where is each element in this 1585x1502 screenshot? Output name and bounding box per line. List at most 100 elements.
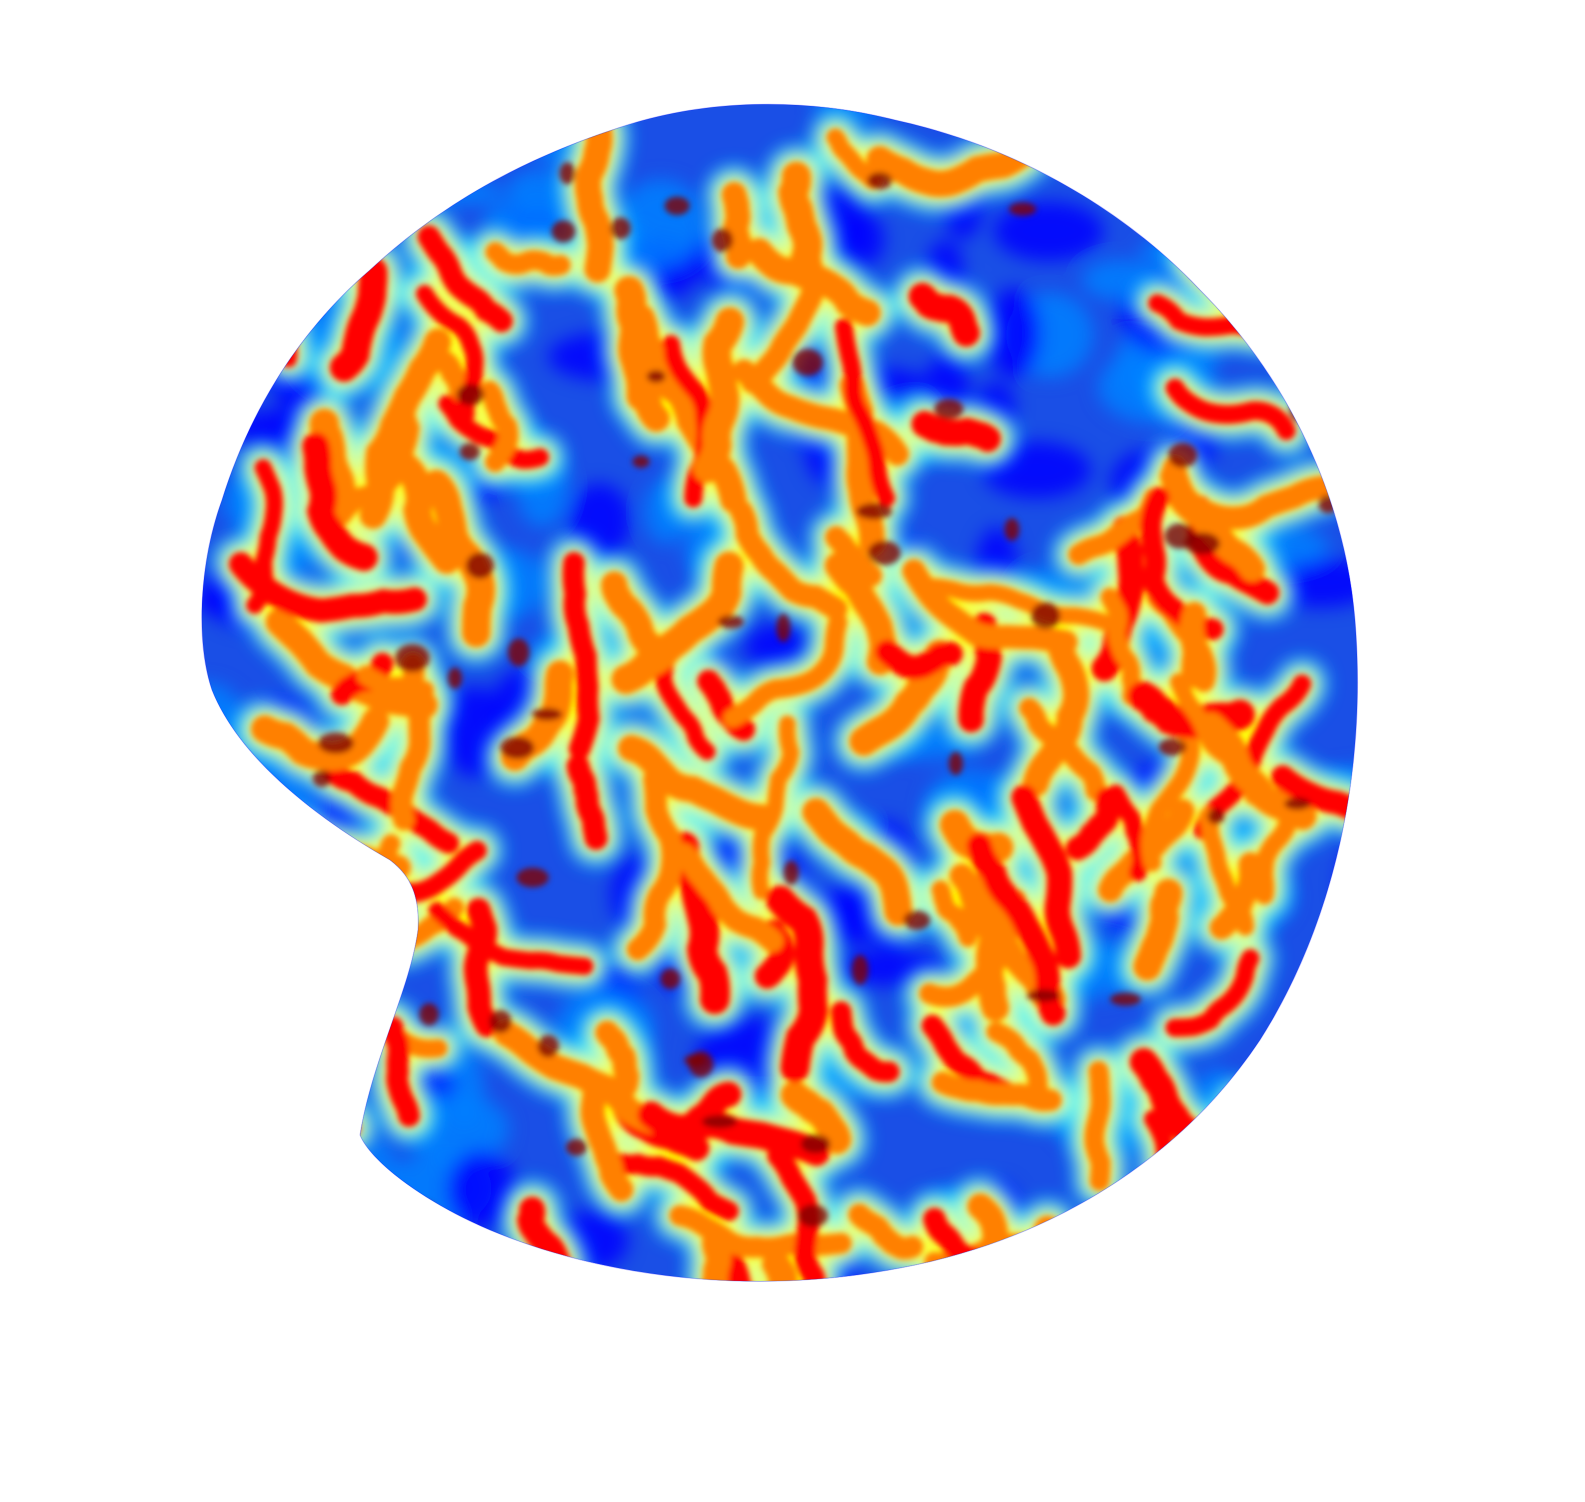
stripe-warm <box>1085 128 1179 205</box>
stripe-halo <box>1263 142 1342 354</box>
stripe-core <box>1209 852 1263 940</box>
cool-spot <box>1341 286 1358 316</box>
stripe-warm <box>1222 1090 1313 1135</box>
cool-spot <box>201 1115 277 1160</box>
stripe-core <box>1278 157 1327 339</box>
stripe-warm <box>1273 152 1332 344</box>
stripe-core <box>422 469 496 648</box>
stripe-core <box>1193 674 1312 840</box>
stripe-core <box>848 1203 924 1260</box>
stripe-core <box>875 639 963 680</box>
stripe-core <box>1019 697 1106 801</box>
blob-outline <box>201 103 1359 1282</box>
stripe-core <box>765 885 829 1083</box>
cool-spot <box>1187 253 1273 287</box>
hot-peak <box>1026 989 1060 1002</box>
hot-peak <box>792 348 823 376</box>
hot-peak <box>934 399 964 420</box>
cool-spot <box>230 276 299 334</box>
stripe-core <box>607 1152 739 1221</box>
stripe-halo <box>221 147 358 295</box>
stripe-core <box>979 1215 1061 1282</box>
stripe-core <box>574 114 614 283</box>
hot-peak <box>867 172 893 190</box>
cool-spot <box>214 272 303 348</box>
cool-spot <box>275 912 383 948</box>
hot-peak <box>688 1051 714 1078</box>
stripe-core <box>986 1021 1052 1112</box>
cool-spot <box>206 1163 267 1239</box>
stripe-core <box>485 242 571 276</box>
stripe-core <box>241 1015 360 1139</box>
stripe-core <box>226 1119 354 1275</box>
stripe-warm <box>201 976 310 1109</box>
stripe-core <box>761 1254 842 1282</box>
cool-spot <box>1301 104 1358 158</box>
stripe-core <box>1227 1095 1308 1130</box>
stripe-halo <box>746 1239 857 1282</box>
stripe-halo <box>1182 128 1352 202</box>
hot-peak <box>1298 1032 1330 1061</box>
stripe-warm <box>231 157 348 285</box>
stripe-core <box>921 578 1113 631</box>
stripe-core <box>672 842 784 953</box>
hot-peak <box>1110 992 1141 1006</box>
stripe-core <box>1123 1206 1182 1282</box>
stripe-halo <box>201 966 320 1119</box>
hot-peak <box>312 769 331 787</box>
cool-spot <box>1238 116 1319 165</box>
hot-peak <box>447 667 463 689</box>
hot-peak <box>406 1200 436 1220</box>
stripe-core <box>302 432 378 572</box>
stripe-core <box>566 754 608 850</box>
cool-spot <box>320 1207 365 1241</box>
stripe-core <box>1197 143 1337 187</box>
stripe-warm <box>236 1010 365 1144</box>
stripe-core <box>251 707 390 771</box>
stripe-core <box>953 1254 1005 1282</box>
stripe-core <box>802 798 913 926</box>
hot-peak <box>903 910 931 930</box>
stripe-warm <box>1187 1170 1289 1282</box>
stripe-core <box>649 1081 742 1143</box>
hot-peak <box>1318 494 1338 514</box>
hot-peak <box>867 540 901 566</box>
hot-peak <box>419 165 454 184</box>
stripe-core <box>723 612 848 728</box>
stripe-core <box>654 649 716 761</box>
stripe-core <box>751 715 800 900</box>
stripe-halo <box>964 1200 1076 1282</box>
stripe-core <box>236 162 343 280</box>
stripe-halo <box>1108 1191 1197 1282</box>
hot-peak <box>537 1034 559 1058</box>
cool-spot <box>993 201 1104 262</box>
stripe-core <box>1011 784 1082 969</box>
stripe-core <box>438 394 550 469</box>
stripe-core <box>601 571 670 669</box>
hot-peak <box>304 202 325 224</box>
cool-spot <box>201 682 241 737</box>
cool-spot <box>1195 1068 1237 1135</box>
stripe-halo <box>1286 104 1358 224</box>
stripe-core <box>1133 878 1183 981</box>
stripe-halo <box>938 1239 1020 1282</box>
stripe-core <box>618 735 776 831</box>
stripe-halo <box>211 1104 369 1282</box>
stripe-warm <box>263 292 303 373</box>
stripe-core <box>830 1001 900 1083</box>
stripe-halo <box>1236 119 1304 224</box>
hot-peak <box>551 220 576 243</box>
cool-spot <box>323 1193 398 1265</box>
stripe-core <box>1179 601 1207 688</box>
stripe-core <box>966 833 1066 1026</box>
stripe-core <box>463 897 499 1038</box>
stripe-core <box>1022 631 1090 797</box>
hot-peak <box>507 638 530 667</box>
stripe-warm <box>1246 129 1294 214</box>
stripe-core <box>265 608 438 719</box>
cool-spot <box>201 1127 245 1207</box>
hot-peak <box>500 736 535 760</box>
stripe-core <box>1287 321 1358 427</box>
stripe-warm <box>1282 316 1358 432</box>
stripe-halo <box>1177 1160 1299 1282</box>
